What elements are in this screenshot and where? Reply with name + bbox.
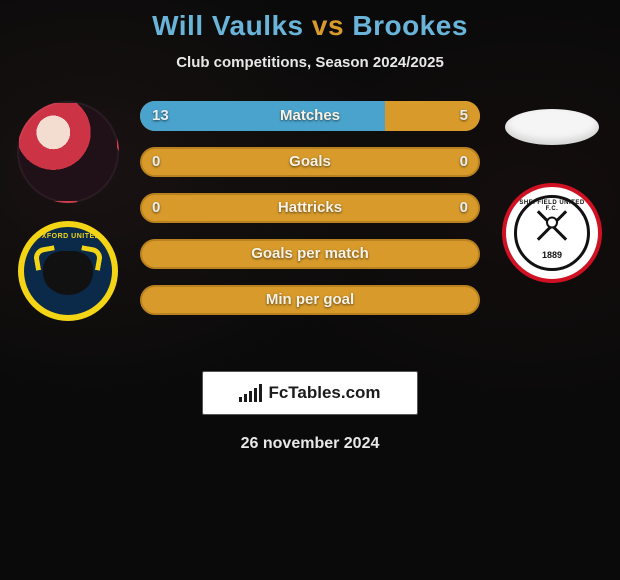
- comparison-card: Will Vaulks vs Brookes Club competitions…: [0, 0, 620, 453]
- stat-value-left: 0: [152, 147, 160, 177]
- subtitle: Club competitions, Season 2024/2025: [0, 54, 620, 71]
- stat-label: Min per goal: [140, 285, 480, 315]
- stat-bars: Matches135Goals00Hattricks00Goals per ma…: [140, 101, 480, 331]
- page-title: Will Vaulks vs Brookes: [0, 10, 620, 42]
- brand-box: FcTables.com: [202, 371, 418, 415]
- club-year: 1889: [517, 250, 587, 260]
- stat-value-right: 0: [460, 193, 468, 223]
- club-badge-text: OXFORD UNITED: [24, 233, 112, 240]
- stat-label: Matches: [140, 101, 480, 131]
- player1-photo: [17, 101, 119, 203]
- player2-photo: [505, 109, 599, 145]
- player2-club-badge: SHEFFIELD UNITED F.C. 1889: [502, 183, 602, 283]
- stat-row: Min per goal: [140, 285, 480, 315]
- stat-value-right: 0: [460, 147, 468, 177]
- left-column: OXFORD UNITED: [8, 101, 128, 321]
- right-column: SHEFFIELD UNITED F.C. 1889: [492, 101, 612, 283]
- date: 26 november 2024: [0, 435, 620, 453]
- stat-value-right: 5: [460, 101, 468, 131]
- stat-row: Goals0 0: [140, 147, 480, 177]
- stat-label: Goals per match: [140, 239, 480, 269]
- player1-club-badge: OXFORD UNITED: [18, 221, 118, 321]
- stat-value-left: 0: [152, 193, 160, 223]
- stat-row: Matches13 5: [140, 101, 480, 131]
- bar-chart-icon: [239, 384, 262, 402]
- player2-name: Brookes: [352, 10, 468, 41]
- vs-text: vs: [312, 10, 344, 41]
- stat-label: Goals: [140, 147, 480, 177]
- stat-label: Hattricks: [140, 193, 480, 223]
- player1-name: Will Vaulks: [152, 10, 304, 41]
- stat-value-left: 13: [152, 101, 169, 131]
- stat-row: Hattricks0 0: [140, 193, 480, 223]
- badge-inner: SHEFFIELD UNITED F.C. 1889: [514, 195, 590, 271]
- brand-text: FcTables.com: [268, 383, 380, 403]
- stat-row: Goals per match: [140, 239, 480, 269]
- ox-head-icon: [43, 251, 93, 295]
- swords-icon: [527, 206, 577, 256]
- main-area: OXFORD UNITED SHEFFIELD UNITED F.C. 1889: [0, 101, 620, 361]
